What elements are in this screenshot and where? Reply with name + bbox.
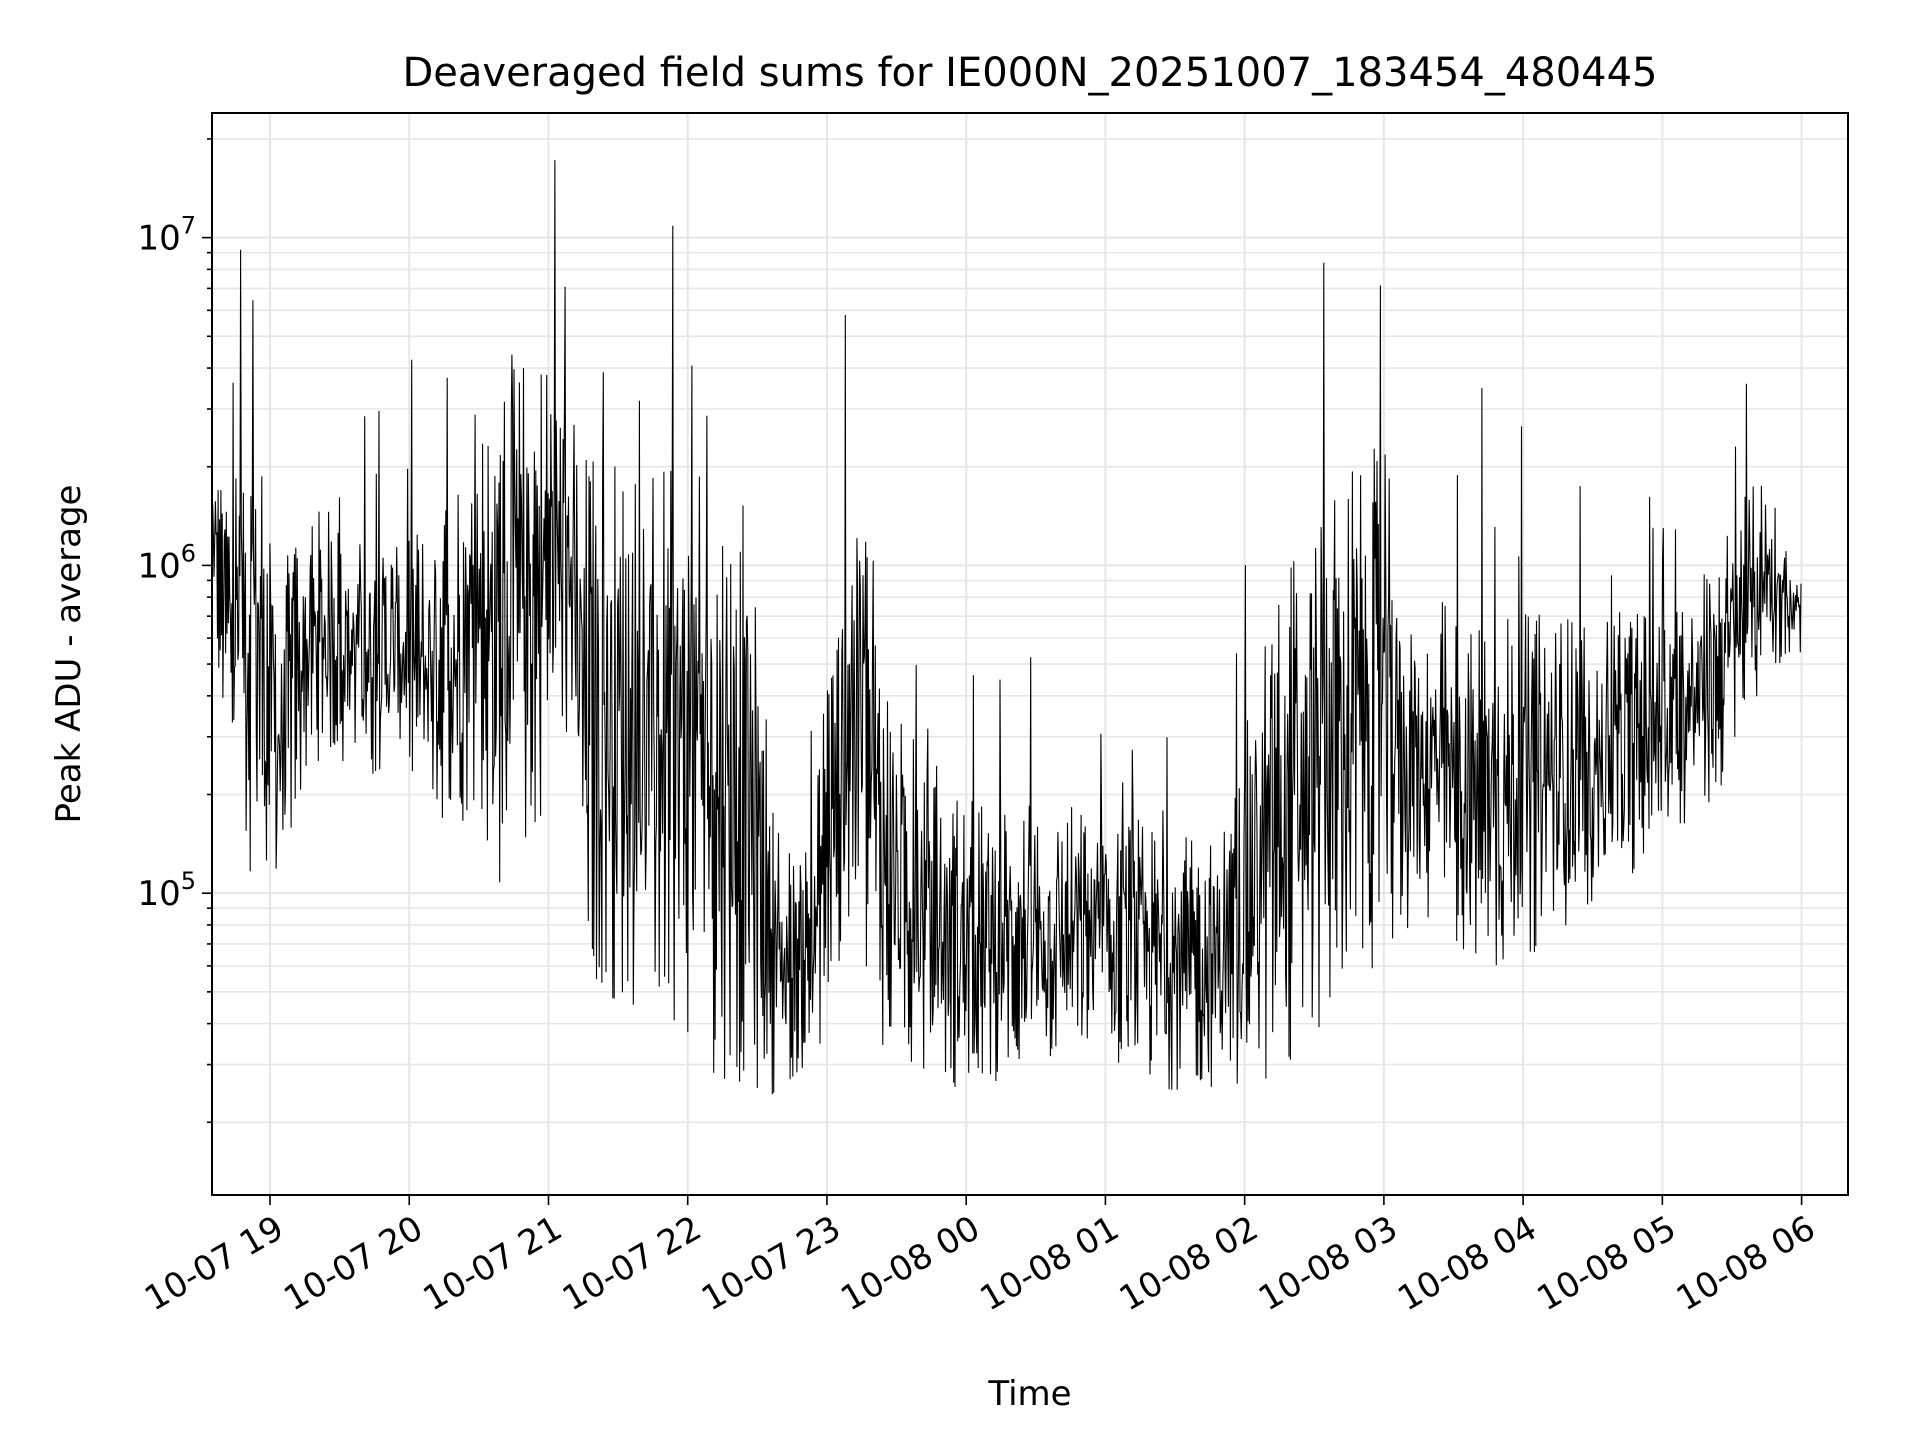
data-series [211,160,1802,1095]
x-axis-label: Time [987,1374,1071,1414]
y-axis-label: Peak ADU - average [49,485,89,824]
chart-title: Deaveraged field sums for IE000N_2025100… [402,50,1657,96]
y-tick-label: 107 [137,212,196,259]
y-tick-label: 105 [137,867,196,914]
series-line [211,160,1802,1095]
plot-area-frame [211,112,1849,1196]
y-tick-label: 106 [137,539,196,586]
